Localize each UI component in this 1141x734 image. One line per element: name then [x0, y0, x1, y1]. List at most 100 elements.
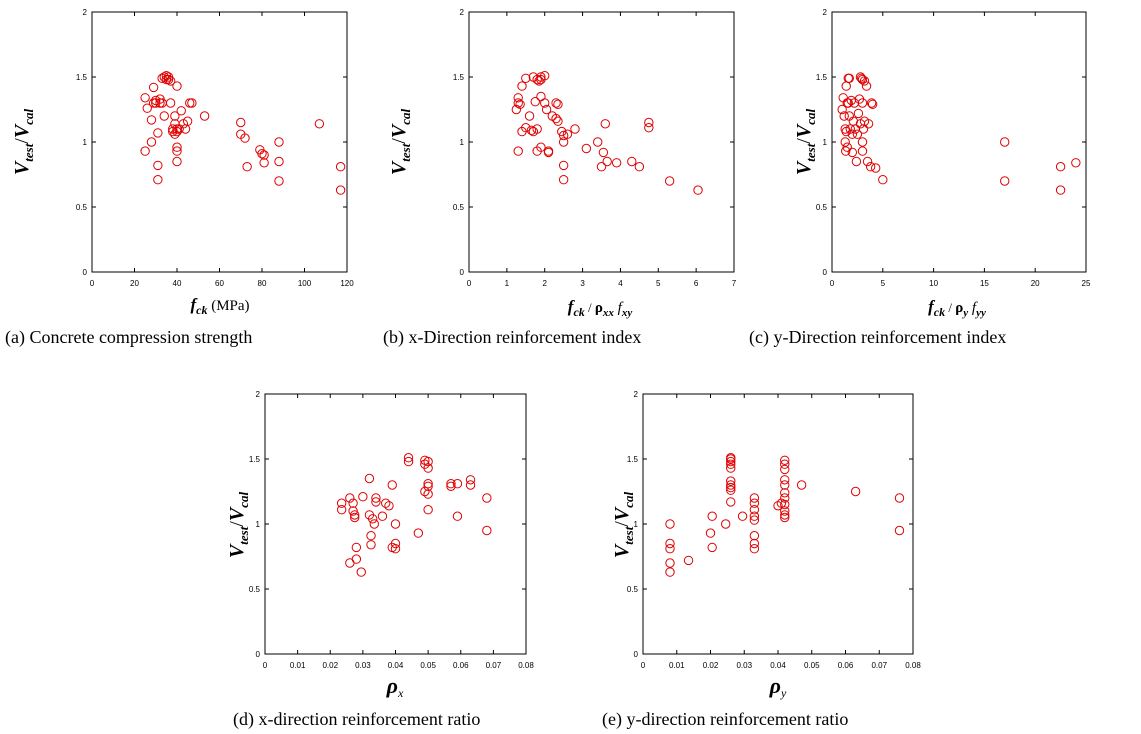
- data-point: [163, 74, 174, 85]
- data-point: [390, 519, 401, 529]
- data-point: [536, 142, 546, 152]
- data-point: [726, 485, 736, 495]
- data-point: [172, 146, 182, 156]
- x-tick-label: 0.03: [355, 661, 371, 670]
- data-point: [387, 480, 397, 490]
- data-point: [351, 542, 362, 553]
- data-point: [861, 81, 872, 91]
- x-tick-label: 6: [694, 279, 699, 288]
- y-tick-label: 1: [460, 138, 465, 147]
- data-point: [335, 185, 346, 195]
- data-point: [513, 146, 523, 156]
- x-tick-label: 3: [580, 279, 585, 288]
- data-point: [420, 486, 430, 497]
- data-point: [513, 98, 523, 108]
- data-point: [540, 71, 550, 81]
- data-point: [351, 554, 362, 564]
- data-point: [841, 81, 851, 91]
- data-point: [199, 111, 210, 121]
- data-point: [423, 463, 433, 473]
- data-point: [847, 129, 858, 139]
- data-point: [521, 73, 531, 84]
- data-point: [845, 124, 855, 134]
- y-axis-label: Vtest/Vcal: [611, 492, 636, 559]
- data-point: [170, 119, 180, 129]
- data-point: [543, 147, 554, 158]
- y-tick-label: 0.5: [816, 203, 828, 212]
- data-point: [780, 488, 790, 498]
- data-point: [780, 459, 790, 469]
- data-point: [749, 515, 760, 525]
- data-point: [862, 156, 873, 167]
- data-point: [780, 512, 790, 523]
- data-point: [423, 456, 433, 467]
- x-tick-label: 0.08: [905, 661, 921, 670]
- y-tick-label: 2: [634, 390, 639, 399]
- data-point: [423, 481, 433, 491]
- x-tick-label: 0.07: [486, 661, 502, 670]
- x-tick-label: 0.04: [388, 661, 404, 670]
- y-tick-label: 1.5: [76, 73, 88, 82]
- y-tick-label: 0.5: [76, 203, 88, 212]
- data-point: [140, 146, 150, 156]
- x-tick-label: 0: [263, 661, 268, 670]
- data-point: [172, 81, 182, 91]
- data-point: [482, 525, 492, 536]
- data-point: [541, 104, 552, 115]
- data-point: [358, 492, 368, 502]
- data-point: [627, 156, 637, 167]
- data-point: [390, 544, 401, 554]
- data-point: [517, 81, 527, 91]
- data-point: [844, 73, 854, 84]
- y-axis-label: Vtest/Vcal: [11, 109, 36, 176]
- data-point: [146, 115, 157, 125]
- x-tick-label: 0.02: [703, 661, 719, 670]
- data-point: [726, 454, 736, 464]
- plot-frame: [264, 393, 527, 655]
- data-point: [867, 99, 878, 110]
- data-point: [611, 158, 622, 168]
- x-tick-label: 1: [505, 279, 510, 288]
- data-point: [240, 133, 250, 143]
- y-tick-label: 2: [83, 8, 88, 17]
- data-point: [726, 497, 736, 507]
- x-tick-label: 80: [258, 279, 267, 288]
- data-point: [780, 510, 790, 520]
- data-point: [153, 175, 163, 185]
- data-point: [598, 147, 609, 158]
- data-point: [367, 514, 378, 524]
- y-tick-label: 0.5: [249, 585, 261, 594]
- data-point: [840, 137, 850, 147]
- data-point: [780, 506, 790, 516]
- data-point: [707, 542, 717, 553]
- x-tick-label: 7: [732, 279, 737, 288]
- data-point: [726, 456, 736, 467]
- data-point: [665, 558, 675, 568]
- panel-caption: (c) y-Direction reinforcement index: [749, 327, 1006, 348]
- x-tick-label: 0: [830, 279, 835, 288]
- data-point: [423, 505, 433, 515]
- x-tick-label: 120: [340, 279, 354, 288]
- data-point: [377, 511, 388, 521]
- data-point: [366, 540, 376, 550]
- data-point: [894, 493, 905, 503]
- data-point: [553, 116, 563, 126]
- data-point: [314, 119, 325, 129]
- data-point: [371, 493, 381, 503]
- data-point: [665, 538, 675, 549]
- y-tick-label: 1.5: [249, 455, 261, 464]
- x-tick-label: 0.07: [871, 661, 887, 670]
- y-tick-label: 0: [256, 650, 261, 659]
- x-tick-label: 100: [298, 279, 312, 288]
- x-tick-label: 60: [215, 279, 224, 288]
- y-tick-label: 2: [460, 8, 465, 17]
- data-point: [236, 117, 246, 128]
- data-point: [159, 111, 169, 121]
- x-axis-label: fck (MPa): [190, 295, 249, 317]
- data-point: [870, 163, 881, 173]
- x-tick-label: 20: [130, 279, 139, 288]
- data-point: [839, 111, 849, 121]
- data-point: [665, 519, 675, 529]
- data-point: [172, 156, 182, 167]
- x-tick-label: 10: [929, 279, 938, 288]
